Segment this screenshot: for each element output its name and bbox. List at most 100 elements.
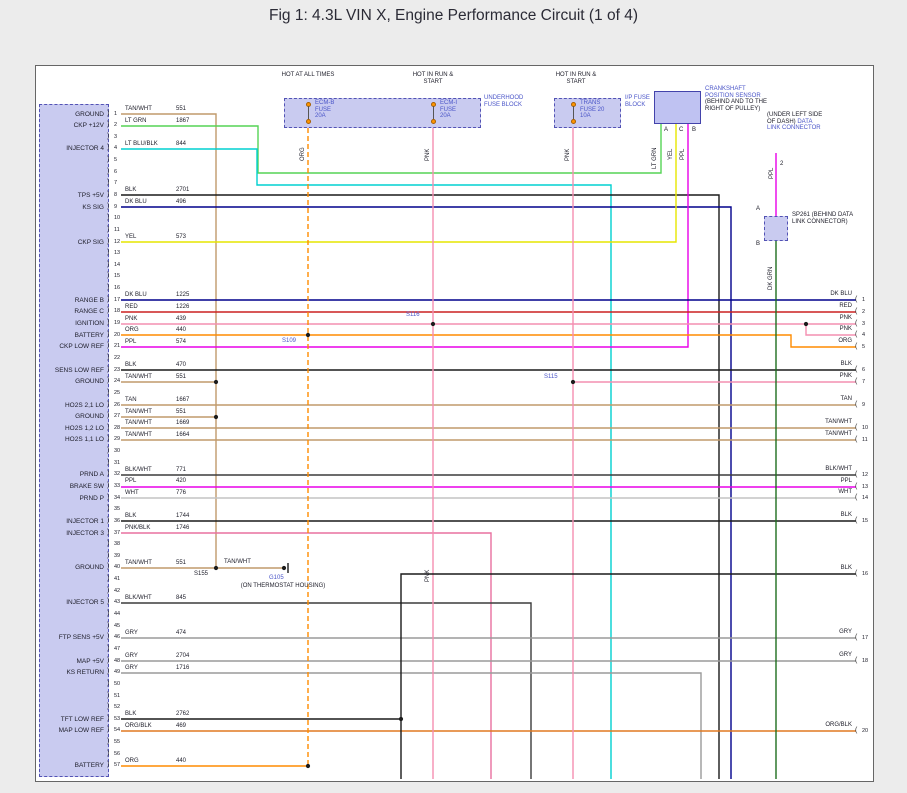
pin-12-label: CKP SIG [77,238,104,246]
right-pin-18-number: 18 [862,657,869,664]
pin-57-bracket-icon: ) [107,761,110,769]
pin-26-label: HO2S 2,1 LO [64,401,104,409]
pin-28-number: 28 [114,424,121,431]
pin-1-label: GROUND [75,110,104,118]
label-ckp-pin-a: A [664,127,669,133]
pin-5-number: 5 [114,157,118,164]
pin-12-number: 12 [114,238,121,245]
right-pin-12-wire-color: BLK/WHT [825,466,852,472]
pin-20-number: 20 [114,331,121,338]
pin-47-bracket-icon: ) [107,644,110,652]
label-gnd40-wire-label: TAN/WHT [224,559,251,565]
label-pnk-feed1-label-low: PNK [425,569,431,582]
pin-25-bracket-icon: ) [107,388,110,396]
pin-49-number: 49 [114,669,121,676]
pin-49-wire-color: GRY [125,664,138,671]
pin-23-number: 23 [114,366,121,373]
right-pin-13-bracket-icon: ( [855,482,858,490]
pin-54-number: 54 [114,727,121,734]
pin-3-number: 3 [114,133,118,140]
pin-12-wire-color: YEL [125,234,137,241]
sp261-name: SP261 [792,212,811,218]
pin-40-label: GROUND [75,564,104,572]
right-pin-7-wire-color: PNK [839,373,852,379]
pin-2-label: CKP +12V [73,122,104,130]
ip-fuse-box [554,98,621,128]
pin-26-circuit: 1667 [176,397,190,403]
sp261-note: (BEHIND DATA LINK CONNECTOR) [792,212,853,225]
right-pin-5-bracket-icon: ( [855,342,858,350]
pin-3-bracket-icon: ) [107,132,110,140]
pin-13-number: 13 [114,250,121,257]
pin-36-number: 36 [114,517,121,524]
ecm-connector-block [39,104,109,777]
pin-43-bracket-icon: ) [107,598,110,606]
pin-24-circuit: 551 [176,373,187,380]
pin-32-label: PRND A [79,471,104,479]
pin-34-number: 34 [114,494,121,501]
pin-2-number: 2 [114,122,118,129]
pin-43-wire-color: BLK/WHT [125,594,152,601]
right-pin-3-number: 3 [862,320,866,327]
pin-37-wire-color: PNK/BLK [125,525,151,532]
right-pin-14-number: 14 [862,494,869,501]
pin-9-circuit: 496 [176,199,187,206]
pin-21-number: 21 [114,343,121,350]
pin-24-number: 24 [114,378,121,385]
hot-in-run-start-label-2: HOT IN RUN & START [555,72,597,85]
label-pnk-feed2-label: PNK [565,148,571,161]
right-pin-4-number: 4 [862,331,866,338]
right-pin-1-number: 1 [862,296,866,303]
pin-21-circuit: 574 [176,338,187,345]
wire-ks-sig-dk-blu-496 [121,206,732,779]
pin-10-number: 10 [114,215,121,222]
label-s115-label: S115 [544,374,558,380]
pin-24-bracket-icon: ) [107,377,110,385]
pin-19-wire-color: PNK [125,315,138,322]
pin-16-bracket-icon: ) [107,284,110,292]
g105-ground-note: (ON THERMOSTAT HOUSING) [240,583,326,589]
pin-4-wire-color: LT BLU/BLK [125,140,158,147]
pin-24-label: GROUND [75,378,104,386]
pin-57-label: BATTERY [74,762,104,770]
right-pin-16-bracket-icon: ( [855,569,858,577]
underhood-fuse-box [284,98,481,128]
pin-45-bracket-icon: ) [107,621,110,629]
pin-46-circuit: 474 [176,629,187,636]
fuse-terminal-icon [431,119,436,124]
pin-41-number: 41 [114,576,121,583]
pin-27-label: GROUND [75,413,104,421]
pin-6-bracket-icon: ) [107,167,110,175]
pin-20-circuit: 440 [176,327,187,334]
pin-53-label: TFT LOW REF [60,715,104,723]
right-pin-14-wire-color: WHT [838,489,852,495]
pin-24-wire-color: TAN/WHT [125,373,152,380]
pin-20-bracket-icon: ) [107,330,110,338]
wire-injector5-blk-wht-845 [121,602,532,779]
fuse-terminal-icon [571,119,576,124]
pin-11-bracket-icon: ) [107,225,110,233]
label-dk-grn-label: DK GRN [768,266,774,290]
ip-fuse-block-label: I/P FUSE BLOCK [625,95,650,108]
pin-32-wire-color: BLK/WHT [125,466,152,473]
pin-53-circuit: 2762 [176,711,190,718]
pin-4-bracket-icon: ) [107,144,110,152]
pin-29-wire-color: TAN/WHT [125,431,152,438]
pin-48-label: MAP +5V [76,657,104,665]
hot-at-all-times-label: HOT AT ALL TIMES [281,72,335,78]
pin-29-number: 29 [114,436,121,443]
pin-34-bracket-icon: ) [107,493,110,501]
right-pin-18-bracket-icon: ( [855,656,858,664]
pin-7-number: 7 [114,180,118,187]
pin-54-wire-color: ORG/BLK [125,722,152,729]
label-sp261-pin-a: A [756,206,761,212]
right-pin-7-number: 7 [862,378,866,385]
pin-53-number: 53 [114,715,121,722]
right-pin-13-wire-color: PPL [840,478,852,484]
sensor-name: CRANKSHAFT POSITION SENSOR [705,86,761,99]
pin-27-number: 27 [114,413,121,420]
pin-26-wire-color: TAN [125,397,137,403]
right-pin-7-bracket-icon: ( [855,377,858,385]
fuse-name: TRANS FUSE 20 [580,100,605,113]
pin-22-bracket-icon: ) [107,353,110,361]
